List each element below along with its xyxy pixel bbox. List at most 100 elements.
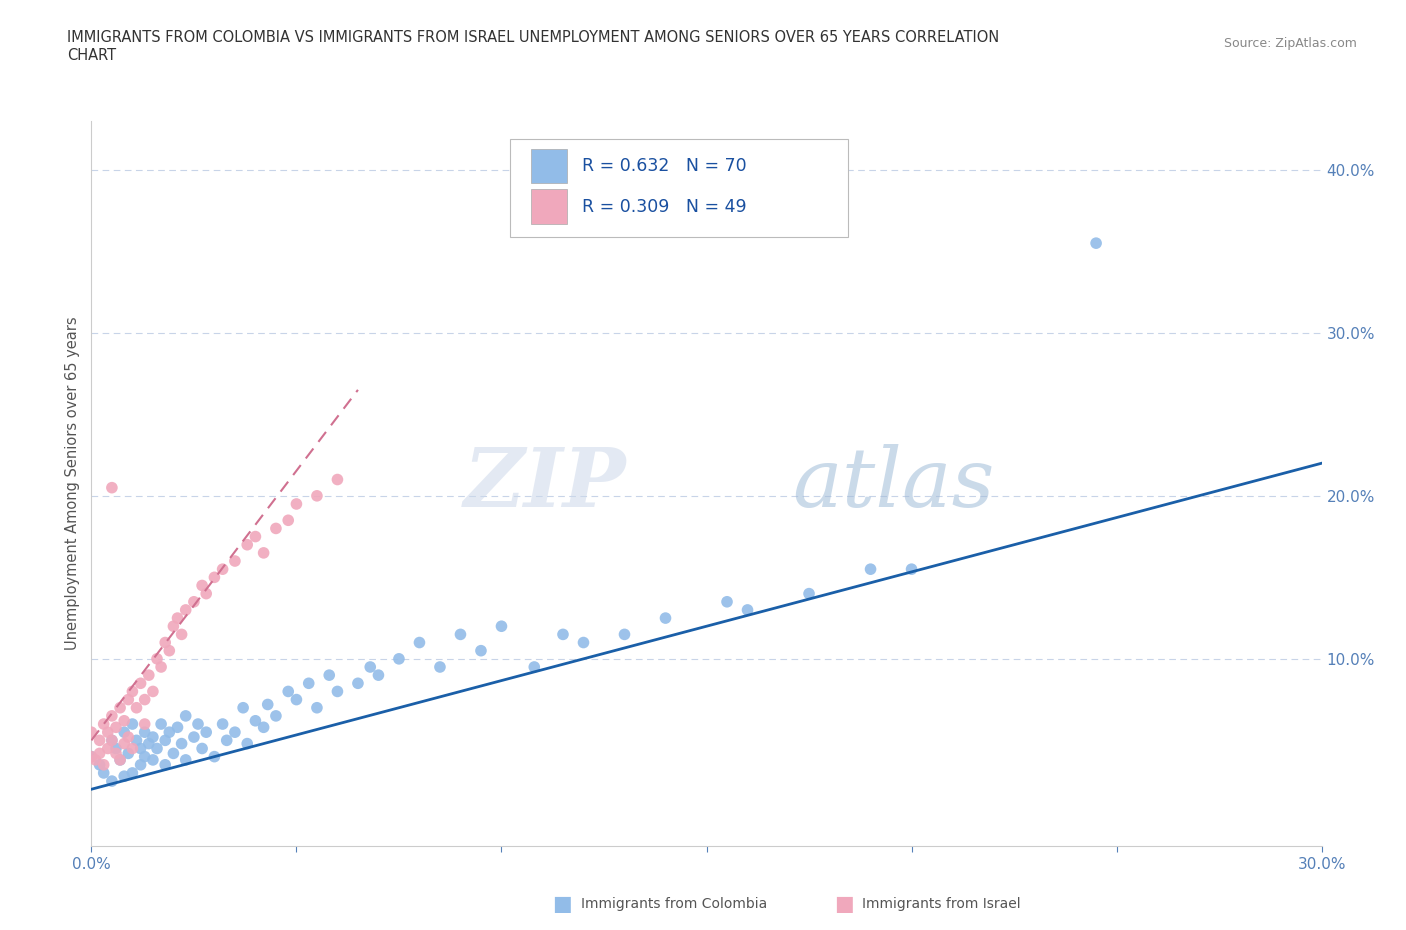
Point <box>245 529 267 544</box>
Point <box>150 659 173 674</box>
Point <box>408 635 430 650</box>
Point <box>202 750 225 764</box>
Text: ZIP: ZIP <box>464 444 627 524</box>
Point <box>101 774 124 789</box>
Point <box>264 521 287 536</box>
Point <box>285 692 308 707</box>
Point <box>388 651 411 666</box>
Point <box>253 720 276 735</box>
Point <box>224 724 246 739</box>
Point <box>170 737 193 751</box>
Point <box>253 545 276 560</box>
Point <box>326 472 349 487</box>
Point <box>174 752 197 767</box>
Point <box>183 730 205 745</box>
Text: Source: ZipAtlas.com: Source: ZipAtlas.com <box>1223 37 1357 50</box>
Point <box>117 746 139 761</box>
Point <box>195 586 218 601</box>
Point <box>523 659 546 674</box>
Point <box>232 700 254 715</box>
Point <box>101 733 124 748</box>
Text: CHART: CHART <box>67 48 117 63</box>
Point <box>224 553 246 568</box>
Point <box>166 720 188 735</box>
Point <box>121 717 143 732</box>
Text: Immigrants from Israel: Immigrants from Israel <box>862 897 1021 911</box>
Point <box>89 757 111 772</box>
Point <box>97 724 120 739</box>
Point <box>305 700 328 715</box>
Point <box>112 713 135 728</box>
Point <box>572 635 595 650</box>
Point <box>108 752 131 767</box>
Point <box>256 698 278 712</box>
FancyBboxPatch shape <box>530 190 568 224</box>
Point <box>121 684 143 698</box>
Point <box>298 676 321 691</box>
Point <box>470 644 492 658</box>
Point <box>613 627 636 642</box>
Point <box>93 757 115 772</box>
Point <box>162 618 184 633</box>
Point <box>429 659 451 674</box>
Point <box>236 538 259 552</box>
Point <box>93 717 115 732</box>
Point <box>150 717 173 732</box>
Point <box>318 668 340 683</box>
Point <box>146 651 169 666</box>
Point <box>174 709 197 724</box>
Point <box>195 724 218 739</box>
Point <box>305 488 328 503</box>
Point <box>900 562 922 577</box>
Point <box>105 746 127 761</box>
Point <box>138 668 160 683</box>
Point <box>129 676 152 691</box>
Point <box>108 752 131 767</box>
Point <box>80 724 103 739</box>
Point <box>101 480 124 495</box>
Text: IMMIGRANTS FROM COLOMBIA VS IMMIGRANTS FROM ISRAEL UNEMPLOYMENT AMONG SENIORS OV: IMMIGRANTS FROM COLOMBIA VS IMMIGRANTS F… <box>67 30 1000 45</box>
Point <box>191 741 214 756</box>
Point <box>129 741 152 756</box>
Point <box>112 737 135 751</box>
Point <box>134 692 156 707</box>
Point <box>112 769 135 784</box>
Point <box>84 752 107 767</box>
Point <box>211 717 233 732</box>
Point <box>174 603 197 618</box>
Point <box>121 741 143 756</box>
Point <box>162 746 184 761</box>
Point <box>211 562 233 577</box>
Point <box>277 684 299 698</box>
Point <box>166 611 188 626</box>
Point <box>101 733 124 748</box>
Point <box>80 750 103 764</box>
Point <box>80 750 103 764</box>
Y-axis label: Unemployment Among Seniors over 65 years: Unemployment Among Seniors over 65 years <box>65 317 80 650</box>
Point <box>89 746 111 761</box>
Point <box>142 730 165 745</box>
Text: R = 0.309   N = 49: R = 0.309 N = 49 <box>582 198 747 216</box>
Point <box>491 618 513 633</box>
Point <box>236 737 259 751</box>
Point <box>157 724 180 739</box>
Point <box>97 741 120 756</box>
Point <box>157 644 180 658</box>
Point <box>737 603 759 618</box>
Point <box>449 627 471 642</box>
Point <box>117 730 139 745</box>
Point <box>134 750 156 764</box>
Point <box>138 737 160 751</box>
Point <box>89 733 111 748</box>
Point <box>108 700 131 715</box>
Point <box>202 570 225 585</box>
Text: Immigrants from Colombia: Immigrants from Colombia <box>581 897 766 911</box>
Point <box>93 765 115 780</box>
Point <box>264 709 287 724</box>
Text: R = 0.632   N = 70: R = 0.632 N = 70 <box>582 157 747 175</box>
Point <box>153 733 177 748</box>
Point <box>716 594 738 609</box>
Point <box>277 512 299 527</box>
Point <box>551 627 574 642</box>
Text: ■: ■ <box>834 894 853 914</box>
